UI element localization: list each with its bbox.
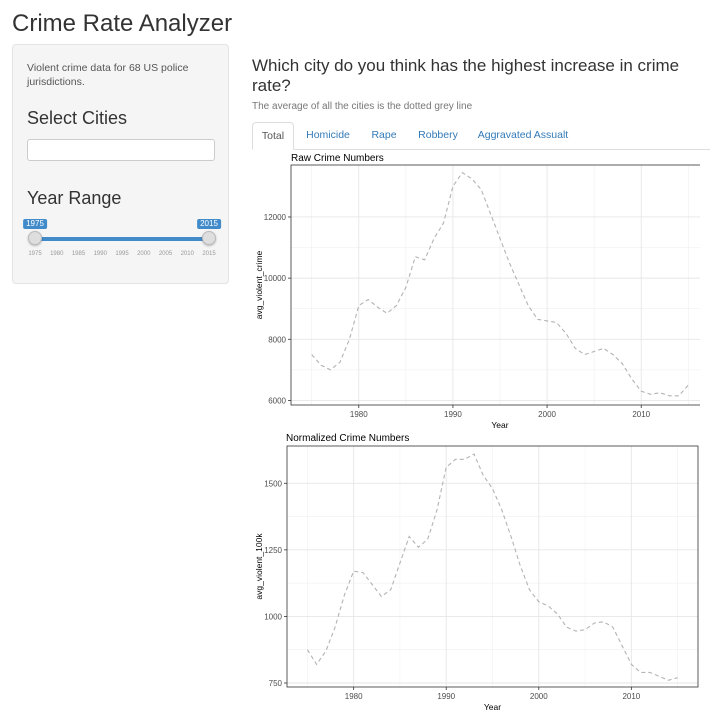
x-tick-label: 2010 — [632, 410, 650, 419]
y-axis-label: avg_violent_crime — [254, 250, 264, 319]
main-subtitle: The average of all the cities is the dot… — [252, 101, 473, 112]
tab-total[interactable]: Total — [252, 122, 294, 150]
y-tick-label: 10000 — [264, 274, 287, 283]
slider-tick-label: 2015 — [202, 251, 216, 257]
normalized-crime-chart: Normalized Crime Numbers 1980 1990 2000 2010… — [250, 430, 700, 715]
sidebar-panel: Violent crime data for 68 US police juri… — [12, 44, 229, 284]
select-cities-label: Select Cities — [27, 108, 128, 128]
x-tick-label: 2010 — [622, 692, 640, 701]
raw-crime-chart: Raw Crime Numbers 1980 1990 2000 2010 6000 800… — [250, 150, 700, 430]
x-tick-label: 1990 — [444, 410, 462, 419]
y-axis-label: avg_violent_100k — [254, 533, 264, 600]
tab-homicide[interactable]: Homicide — [306, 129, 350, 141]
slider-handle-to[interactable] — [202, 231, 216, 245]
slider-tick-label: 1990 — [93, 251, 107, 257]
series-line-average — [306, 453, 678, 681]
x-tick-label: 2000 — [538, 410, 556, 419]
crime-type-tabs: Total Homicide Rape Robbery Aggravated A… — [252, 122, 710, 150]
x-axis-label: Year — [491, 420, 508, 430]
x-tick-label: 1990 — [437, 692, 455, 701]
slider-tick-label: 1980 — [50, 251, 64, 257]
slider-tick-labels: 1975 1980 1985 1990 1995 2000 2005 2010 2015 — [27, 251, 217, 263]
main-question: Which city do you think has the highest … — [252, 56, 680, 95]
tab-rape[interactable]: Rape — [371, 129, 397, 141]
tab-robbery[interactable]: Robbery — [418, 129, 458, 141]
slider-from-badge: 1975 — [23, 219, 47, 229]
slider-to-badge: 2015 — [197, 219, 221, 229]
slider-tick-label: 2010 — [180, 251, 194, 257]
y-tick-label: 8000 — [268, 335, 286, 344]
normalized-crime-chart-svg: Normalized Crime Numbers 1980 1990 2000 2010… — [254, 433, 699, 712]
slider-tick-label: 2005 — [158, 251, 173, 257]
series-line-average — [311, 171, 689, 397]
slider-tick-label: 1995 — [115, 251, 129, 257]
x-axis-label: Year — [484, 702, 501, 712]
slider-tick-label: 1975 — [28, 251, 42, 257]
slider-handle-from[interactable] — [28, 231, 42, 245]
slider-selected-range — [35, 237, 209, 241]
x-tick-label: 2000 — [530, 692, 548, 701]
chart-title: Raw Crime Numbers — [291, 153, 384, 164]
chart-title: Normalized Crime Numbers — [286, 433, 409, 444]
tab-aggravated-assault[interactable]: Aggravated Assualt — [477, 129, 569, 141]
plot-border — [286, 445, 699, 688]
y-tick-label: 1250 — [264, 546, 282, 555]
year-range-slider[interactable]: 1975 2015 1975 1980 1985 1990 1995 2000 2005 20… — [23, 217, 221, 263]
x-tick-label: 1980 — [350, 410, 368, 419]
year-range-label: Year Range — [27, 188, 122, 208]
app-title: Crime Rate Analyzer — [12, 10, 233, 37]
raw-crime-chart-svg: Raw Crime Numbers 1980 1990 2000 2010 6000 800… — [254, 153, 700, 430]
plot-border — [290, 164, 700, 406]
y-tick-label: 1500 — [264, 479, 282, 488]
plot-panel — [291, 165, 700, 405]
city-select-input[interactable] — [27, 139, 215, 161]
y-tick-label: 12000 — [264, 213, 287, 222]
x-tick-label: 1980 — [345, 692, 363, 701]
y-tick-label: 1000 — [264, 612, 282, 621]
slider-tick-label: 1985 — [71, 251, 86, 257]
sidebar-description: Violent crime data for 68 US police juri… — [27, 62, 189, 88]
y-tick-label: 750 — [269, 679, 283, 688]
slider-tick-label: 2000 — [137, 251, 151, 257]
y-tick-label: 6000 — [268, 396, 286, 405]
